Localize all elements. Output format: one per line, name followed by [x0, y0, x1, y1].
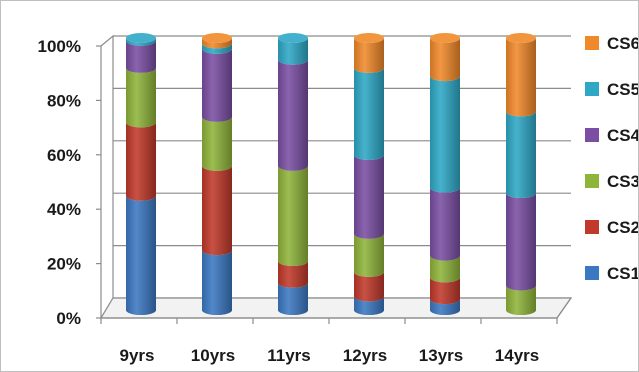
- legend-swatch-CS2: [585, 220, 599, 234]
- bar-segment-CS3-11yrs: [278, 165, 308, 267]
- bar-stack-12yrs: [354, 33, 384, 315]
- bar-stack-11yrs: [278, 33, 308, 315]
- x-tick-label: 9yrs: [120, 346, 155, 365]
- bar-segment-CS3-9yrs: [126, 67, 156, 128]
- bar-segment-CS4-12yrs: [354, 154, 384, 239]
- bar-top-cap: [126, 33, 156, 43]
- bar-segment-CS1-12yrs: [354, 296, 384, 315]
- bar-segment-CS5-12yrs: [354, 67, 384, 160]
- bar-segment-CS4-13yrs: [430, 187, 460, 261]
- y-tick-label: 40%: [47, 200, 81, 219]
- bar-top-cap: [202, 33, 232, 43]
- bar-top-cap: [506, 33, 536, 43]
- bar-segment-CS4-10yrs: [202, 48, 232, 122]
- legend-swatch-CS5: [585, 82, 599, 96]
- legend-swatch-CS3: [585, 174, 599, 188]
- x-axis: 9yrs 10yrs 11yrs 12yrs 13yrs 14yrs: [100, 297, 572, 365]
- chart-floor: [99, 297, 573, 319]
- legend-label-CS2: CS2: [607, 218, 638, 237]
- y-tick-label: 20%: [47, 255, 81, 274]
- bar-segment-CS5-13yrs: [430, 76, 460, 193]
- x-tick-label: 11yrs: [267, 346, 311, 365]
- legend-label-CS3: CS3: [607, 172, 638, 191]
- bar-stack-9yrs: [126, 33, 156, 315]
- legend: CS6 CS5 CS4 CS3 CS2 CS1: [585, 34, 638, 283]
- bar-segment-CS2-9yrs: [126, 122, 156, 201]
- bar-segment-CS3-13yrs: [430, 255, 460, 283]
- bar-segment-CS3-14yrs: [506, 285, 536, 315]
- bar-segment-CS5-11yrs: [278, 38, 308, 65]
- legend-label-CS1: CS1: [607, 264, 638, 283]
- bar-segment-CS6-10yrs: [202, 38, 232, 49]
- x-tick-label: 10yrs: [191, 346, 235, 365]
- bar-segment-CS3-12yrs: [354, 233, 384, 277]
- bar-segment-CS2-11yrs: [278, 261, 308, 288]
- legend-label-CS4: CS4: [607, 126, 638, 145]
- gridlines: [100, 34, 571, 319]
- bar-segment-CS2-13yrs: [430, 277, 460, 305]
- bars: [126, 33, 536, 315]
- x-tick-label: 14yrs: [495, 346, 539, 365]
- bar-top-cap: [430, 33, 460, 43]
- bar-top-cap: [354, 33, 384, 43]
- bar-stack-13yrs: [430, 33, 460, 315]
- floor-plane: [99, 297, 573, 319]
- bar-segment-CS5-10yrs: [202, 43, 232, 54]
- x-tick-label: 13yrs: [419, 346, 463, 365]
- side-wall: [100, 34, 114, 319]
- bar-segment-CS4-9yrs: [126, 40, 156, 73]
- bar-segment-CS6-13yrs: [430, 38, 460, 82]
- x-tick-label: 12yrs: [343, 346, 387, 365]
- bar-segment-CS6-12yrs: [354, 38, 384, 73]
- bar-segment-CS5-14yrs: [506, 111, 536, 199]
- bar-segment-CS2-10yrs: [202, 165, 232, 256]
- y-tick-label: 0%: [56, 309, 81, 328]
- legend-swatch-CS4: [585, 128, 599, 142]
- bar-segment-CS1-10yrs: [202, 250, 232, 315]
- bar-segment-CS1-13yrs: [430, 299, 460, 315]
- bar-stack-14yrs: [506, 33, 536, 315]
- legend-swatch-CS6: [585, 36, 599, 50]
- legend-label-CS6: CS6: [607, 34, 638, 53]
- y-axis: 0% 20% 40% 60% 80% 100%: [38, 37, 102, 328]
- bar-segment-CS4-14yrs: [506, 193, 536, 291]
- floor-edge: [556, 297, 572, 319]
- bar-segment-CS2-12yrs: [354, 271, 384, 302]
- bar-segment-CS1-9yrs: [126, 195, 156, 315]
- bar-stack-10yrs: [202, 33, 232, 315]
- y-tick-label: 60%: [47, 146, 81, 165]
- y-tick-label: 100%: [38, 37, 81, 56]
- bar-segment-CS6-14yrs: [506, 38, 536, 117]
- legend-swatch-CS1: [585, 266, 599, 280]
- y-tick-label: 80%: [47, 91, 81, 110]
- bar-segment-CS5-9yrs: [126, 38, 156, 46]
- bar-segment-CS3-10yrs: [202, 116, 232, 171]
- bar-segment-CS1-11yrs: [278, 282, 308, 315]
- bar-segment-CS4-11yrs: [278, 59, 308, 171]
- bar-top-cap: [278, 33, 308, 43]
- legend-label-CS5: CS5: [607, 80, 638, 99]
